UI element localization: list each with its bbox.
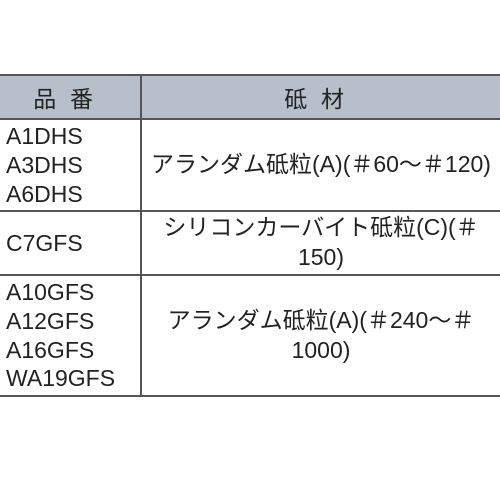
code-stack: A10GFS A12GFS A16GFS WA19GFS — [6, 278, 134, 393]
material-cell: アランダム砥粒(A)(＃60～＃120) — [141, 119, 500, 211]
material-cell: アランダム砥粒(A)(＃240～＃1000) — [141, 275, 500, 396]
code-cell: C7GFS — [0, 211, 141, 275]
code-cell: A10GFS A12GFS A16GFS WA19GFS — [0, 275, 141, 396]
table-row: A1DHS A3DHS A6DHS アランダム砥粒(A)(＃60～＃120) — [0, 119, 500, 211]
code-value: WA19GFS — [6, 364, 115, 393]
code-stack: C7GFS — [6, 229, 134, 258]
table-row: C7GFS シリコンカーバイト砥粒(C)(＃150) — [0, 211, 500, 275]
sheet: 品番 砥材 A1DHS A3DHS A6DHS アランダム砥粒(A)(＃60～＃… — [0, 0, 500, 500]
code-value: A10GFS — [6, 278, 94, 307]
col-header-code: 品番 — [0, 75, 141, 119]
code-value: A6DHS — [6, 180, 83, 209]
code-value: A12GFS — [6, 307, 94, 336]
code-stack: A1DHS A3DHS A6DHS — [6, 122, 134, 208]
code-value: A1DHS — [6, 122, 83, 151]
col-header-material: 砥材 — [141, 75, 500, 119]
code-value: A3DHS — [6, 151, 83, 180]
material-cell: シリコンカーバイト砥粒(C)(＃150) — [141, 211, 500, 275]
code-value: C7GFS — [6, 229, 83, 258]
abrasive-table: 品番 砥材 A1DHS A3DHS A6DHS アランダム砥粒(A)(＃60～＃… — [0, 74, 500, 397]
table-row: A10GFS A12GFS A16GFS WA19GFS アランダム砥粒(A)(… — [0, 275, 500, 396]
table-header-row: 品番 砥材 — [0, 75, 500, 119]
code-value: A16GFS — [6, 336, 94, 365]
code-cell: A1DHS A3DHS A6DHS — [0, 119, 141, 211]
